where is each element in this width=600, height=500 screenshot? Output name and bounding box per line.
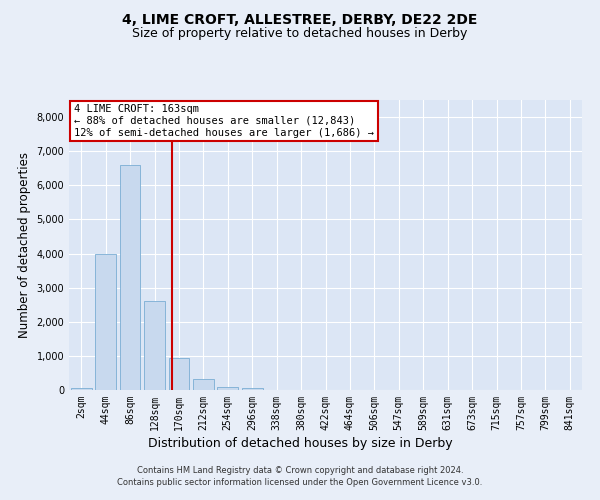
- Bar: [144, 302, 165, 390]
- Bar: [169, 358, 190, 390]
- Bar: [193, 379, 214, 390]
- Bar: [119, 165, 140, 390]
- Text: 4 LIME CROFT: 163sqm
← 88% of detached houses are smaller (12,843)
12% of semi-d: 4 LIME CROFT: 163sqm ← 88% of detached h…: [74, 104, 374, 138]
- Text: Distribution of detached houses by size in Derby: Distribution of detached houses by size …: [148, 438, 452, 450]
- Bar: [71, 388, 92, 390]
- Text: Size of property relative to detached houses in Derby: Size of property relative to detached ho…: [133, 28, 467, 40]
- Text: Contains HM Land Registry data © Crown copyright and database right 2024.: Contains HM Land Registry data © Crown c…: [137, 466, 463, 475]
- Text: Contains public sector information licensed under the Open Government Licence v3: Contains public sector information licen…: [118, 478, 482, 487]
- Bar: [242, 388, 263, 390]
- Text: 4, LIME CROFT, ALLESTREE, DERBY, DE22 2DE: 4, LIME CROFT, ALLESTREE, DERBY, DE22 2D…: [122, 12, 478, 26]
- Y-axis label: Number of detached properties: Number of detached properties: [18, 152, 31, 338]
- Bar: [95, 254, 116, 390]
- Bar: [217, 386, 238, 390]
